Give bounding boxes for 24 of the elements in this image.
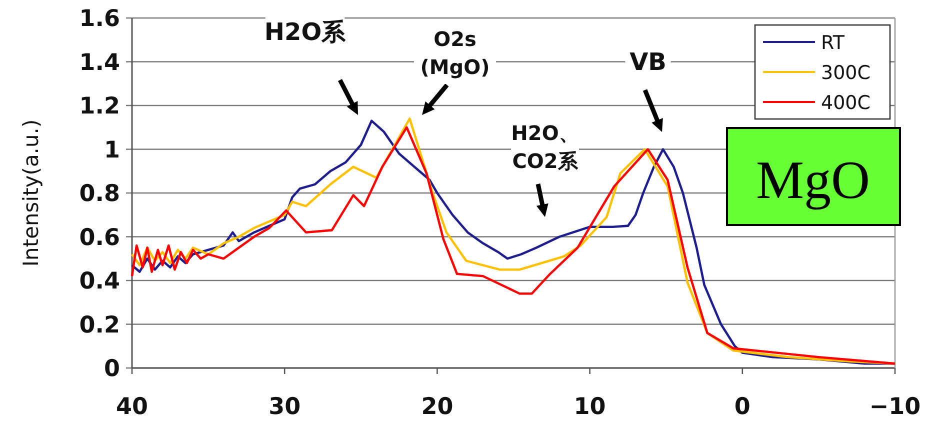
annotation: VB	[630, 48, 666, 76]
annotation: MgO	[756, 150, 870, 210]
y-tick-label: 0.8	[79, 181, 120, 207]
annotation: O2s (MgO)	[420, 27, 490, 79]
x-tick-label: 20	[421, 394, 454, 420]
y-tick-label: 1.6	[79, 6, 120, 32]
legend-label: 300C	[821, 62, 871, 84]
y-tick-label: 1.4	[79, 50, 120, 76]
x-tick-label: −10	[869, 394, 921, 420]
y-tick-label: 1.2	[79, 94, 120, 120]
y-axis-title: Intensity(a.u.)	[19, 119, 43, 267]
legend-label: RT	[821, 32, 845, 54]
y-tick-label: 0	[104, 356, 120, 382]
y-tick-label: 0.4	[79, 268, 120, 294]
y-tick-label: 0.6	[79, 224, 120, 251]
annotation: H2O系	[264, 18, 347, 46]
x-tick-label: 40	[116, 394, 148, 420]
y-tick-label: 1	[104, 137, 120, 164]
annotation: H2O、 CO2系	[511, 121, 579, 173]
x-tick-label: 0	[734, 394, 750, 420]
y-tick-label: 0.2	[79, 312, 120, 338]
legend-label: 400C	[821, 92, 871, 114]
x-tick-label: 10	[574, 394, 606, 420]
x-tick-label: 30	[268, 394, 301, 420]
